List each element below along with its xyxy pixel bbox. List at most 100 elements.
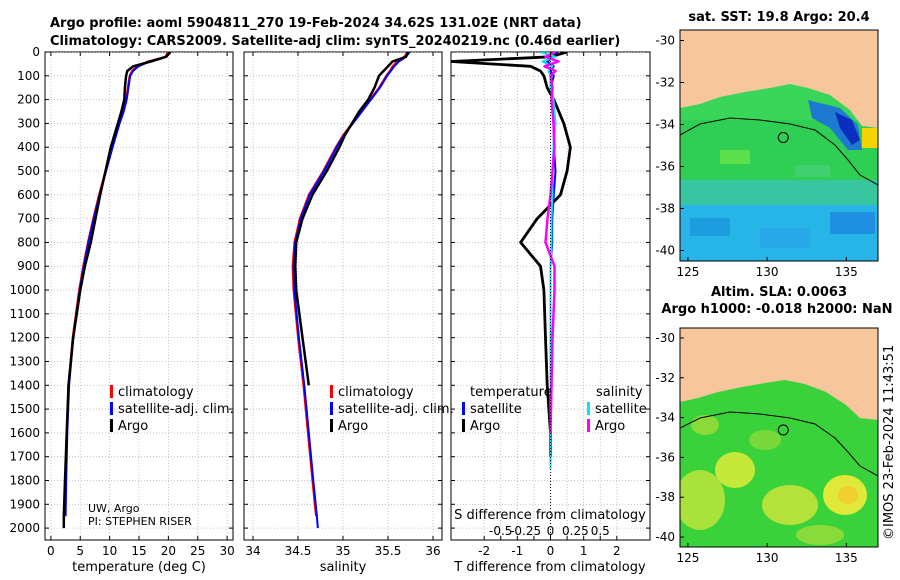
y-tick-label: 500 [17,164,40,178]
legend-swatch-climatology [110,385,113,398]
map-y-tick-label: -40 [655,530,675,544]
x-tick-label: 36 [425,544,440,558]
legend-label-satellite: satellite-adj. clim. [118,402,234,417]
legend-label-satellite: satellite-adj. clim. [338,402,454,417]
x-tick-label: -1 [511,544,523,558]
x-tick-label: 34 [245,544,260,558]
legend-label-argo: Argo [118,419,148,434]
y-tick-label: 600 [17,188,40,202]
map-x-tick-label: 130 [756,551,779,565]
map-y-tick-label: -30 [655,34,675,48]
header-title-line1: Argo profile: aoml 5904811_270 19-Feb-20… [50,16,582,31]
sst-map-title: sat. SST: 19.8 Argo: 20.4 [688,10,869,25]
x-tick-label: 5 [76,544,84,558]
sst-patch [830,212,875,234]
x-tick-label: 15 [131,544,146,558]
x-tick-label: 1 [580,544,588,558]
legend-swatch-argo [110,419,113,432]
y-tick-label: 0 [32,45,40,59]
y-tick-label: 1800 [9,473,40,487]
sla-anomaly [762,485,818,525]
x-tick-label: 0 [547,544,555,558]
map-y-tick-label: -40 [655,244,675,258]
legend-swatch-sal-satellite [587,402,590,415]
legend-label-sal-satellite: satellite [595,402,647,417]
map-y-tick-label: -30 [655,331,675,345]
sst-patch [795,165,830,177]
sst-warm-patch [862,128,878,148]
y-tick-label: 1700 [9,450,40,464]
legend-header-salinity: salinity [596,385,643,400]
legend-swatch-temp-satellite [462,402,465,415]
credit-line2: PI: STEPHEN RISER [88,515,192,528]
x2-tick-label: -0.5 [489,524,512,538]
x-tick-label: 35.5 [375,544,402,558]
x2-tick-label: 0.25 [562,524,589,538]
sst-map [680,30,878,265]
x-tick-label: 0 [47,544,55,558]
x-tick-label: -2 [478,544,490,558]
y-tick-label: 1400 [9,378,40,392]
salinity-xlabel: salinity [320,560,367,575]
map-x-tick-label: 125 [676,551,699,565]
y-tick-label: 1600 [9,426,40,440]
legend-label-temp-argo: Argo [470,419,500,434]
legend-swatch-climatology [330,385,333,398]
map-x-tick-label: 125 [676,265,699,279]
y-tick-label: 900 [17,259,40,273]
y-tick-label: 400 [17,140,40,154]
map-y-tick-label: -34 [655,118,675,132]
header-title-line2: Climatology: CARS2009. Satellite-adj cli… [50,34,620,49]
map-y-tick-label: -38 [655,490,675,504]
t-difference-xlabel: T difference from climatology [453,560,646,575]
legend-swatch-temp-argo [462,419,465,432]
credit-line1: UW, Argo [88,502,140,515]
x-tick-label: 30 [219,544,234,558]
x2-tick-label: 0.5 [591,524,610,538]
sla-anomaly [691,415,719,435]
imos-timestamp: ©IMOS 23-Feb-2024 11:43:51 [882,345,897,540]
x-tick-label: 20 [161,544,176,558]
map-y-tick-label: -32 [655,76,675,90]
sla-map [675,328,878,547]
y-tick-label: 1000 [9,283,40,297]
y-tick-label: 1900 [9,497,40,511]
y-tick-label: 1100 [9,307,40,321]
legend-header-temperature: temperature [470,385,552,400]
legend-swatch-satellite [110,402,113,415]
y-tick-label: 800 [17,235,40,249]
y-tick-label: 300 [17,116,40,130]
x2-tick-label: -0.25 [510,524,541,538]
x-tick-label: 25 [190,544,205,558]
y-tick-label: 100 [17,69,40,83]
legend-label-climatology: climatology [338,385,414,400]
legend-label-sal-argo: Argo [595,419,625,434]
legend-swatch-sal-argo [587,419,590,432]
map-x-tick-label: 130 [756,265,779,279]
sla-map-title-line2: Argo h1000: -0.018 h2000: NaN [661,302,892,317]
map-x-tick-label: 135 [835,265,858,279]
x-tick-label: 10 [102,544,117,558]
x2-tick-label: 0 [547,524,555,538]
map-y-tick-label: -36 [655,160,675,174]
map-y-tick-label: -36 [655,450,675,464]
y-tick-label: 2000 [9,521,40,535]
temperature-xlabel: temperature (deg C) [72,560,206,575]
sla-anomaly [838,486,858,504]
map-x-tick-label: 135 [835,551,858,565]
map-y-tick-label: -32 [655,371,675,385]
s-difference-xlabel: S difference from climatology [454,508,646,523]
sla-anomaly [749,430,781,450]
sst-patch [690,218,730,236]
y-tick-label: 1500 [9,402,40,416]
legend-label-climatology: climatology [118,385,194,400]
legend-swatch-argo [330,419,333,432]
x-tick-label: 2 [613,544,621,558]
legend-label-argo: Argo [338,419,368,434]
legend-swatch-satellite [330,402,333,415]
y-tick-label: 1300 [9,354,40,368]
y-tick-label: 200 [17,93,40,107]
map-y-tick-label: -38 [655,202,675,216]
x-tick-label: 35 [335,544,350,558]
sla-map-title-line1: Altim. SLA: 0.0063 [711,285,847,300]
